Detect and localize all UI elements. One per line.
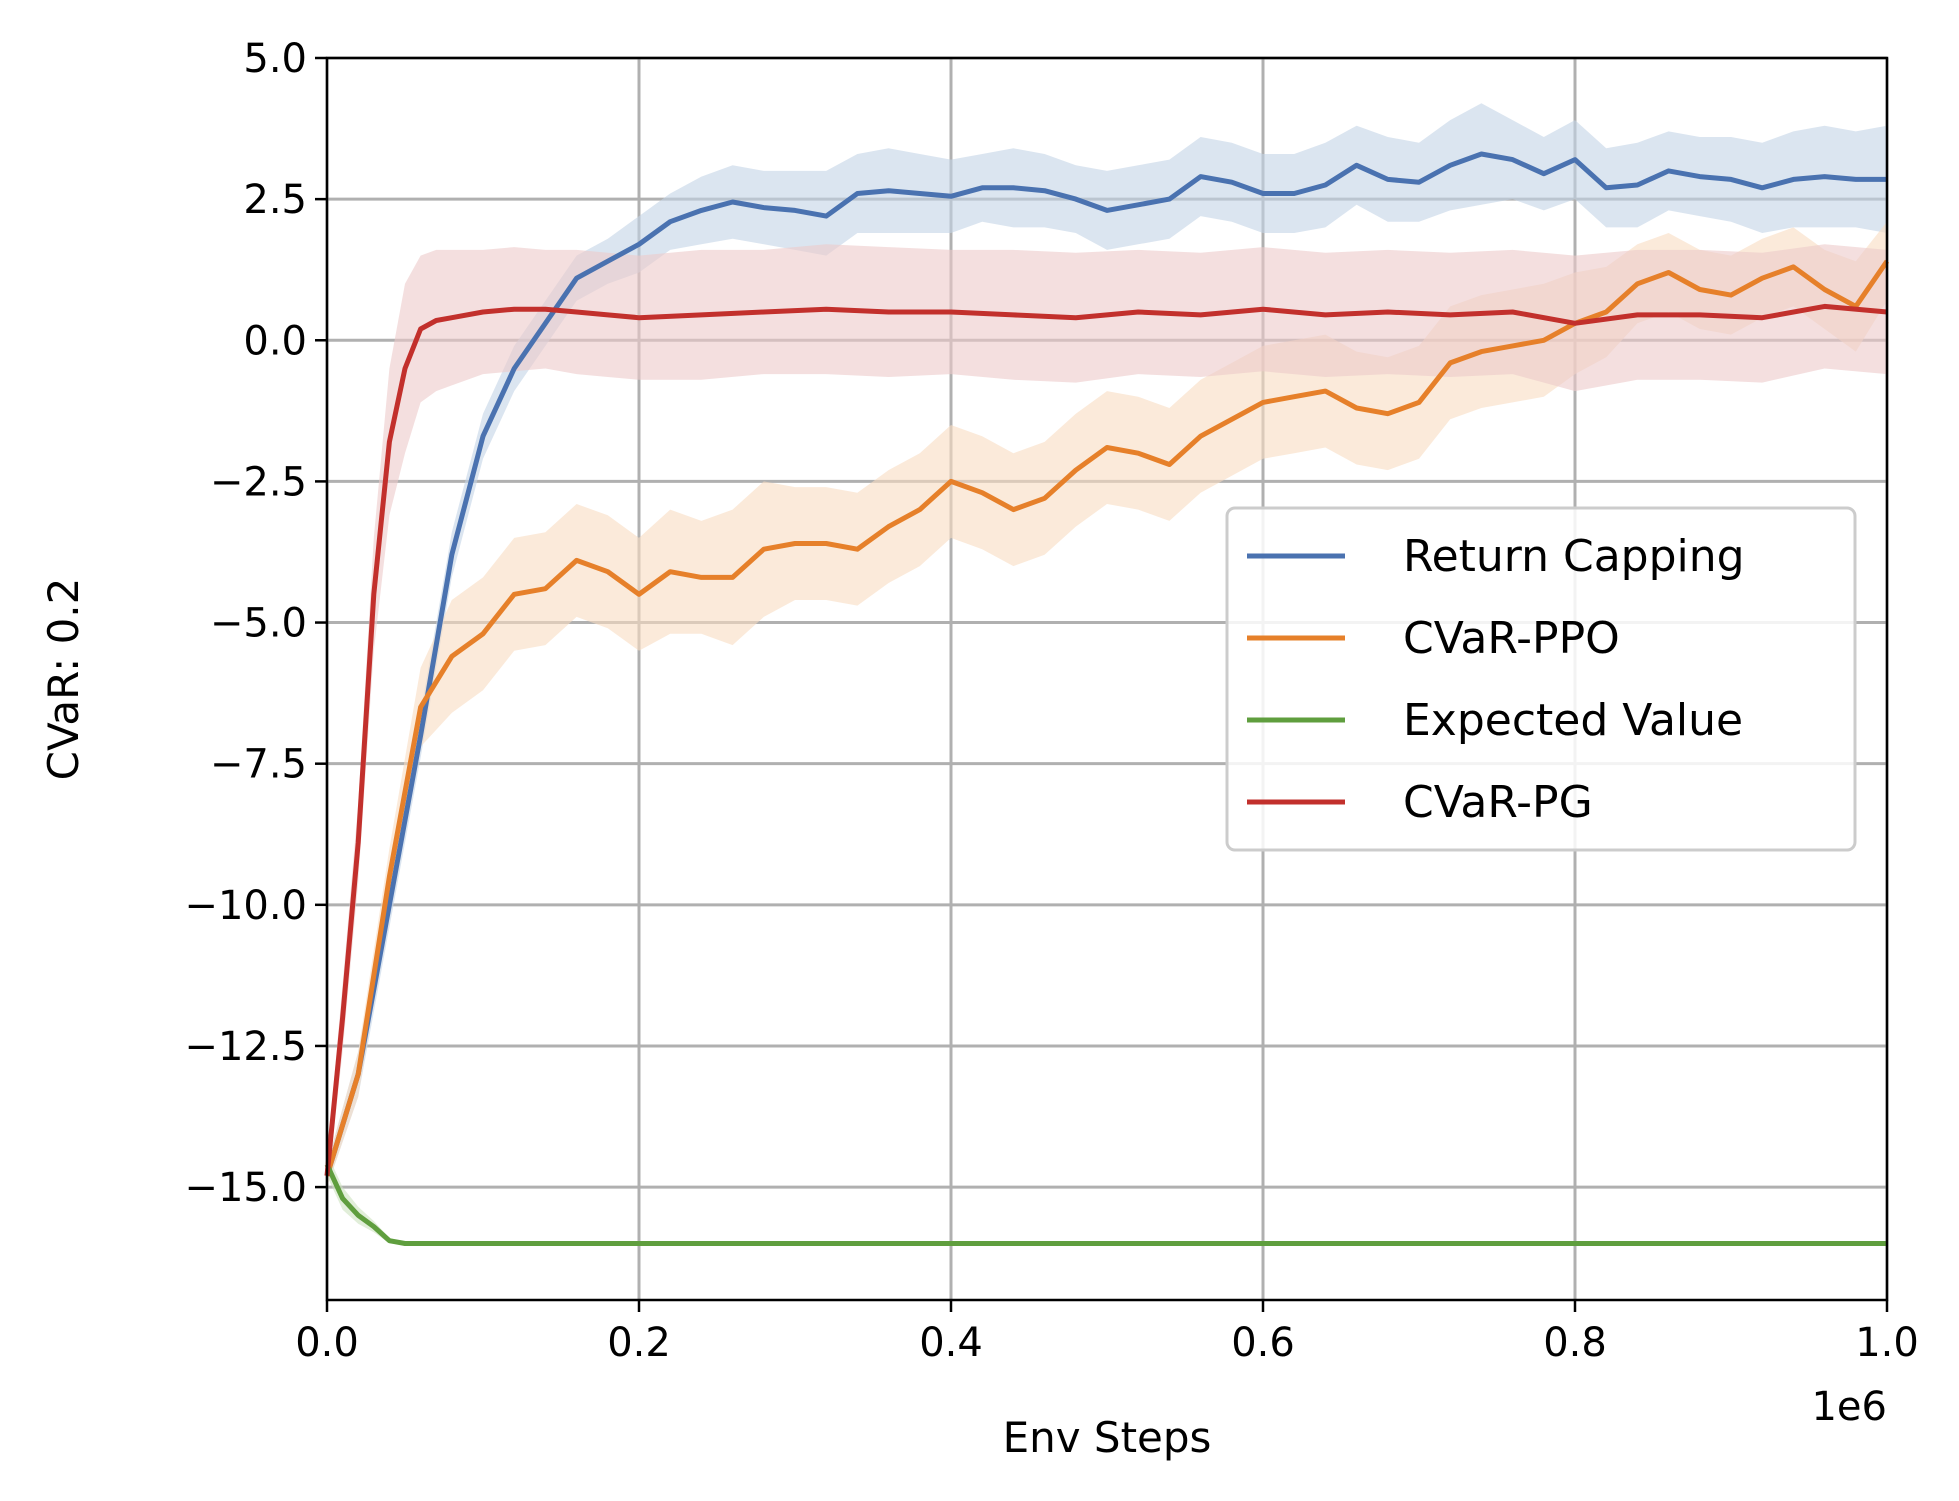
- x-tick-label-5: 1.0: [1855, 1320, 1919, 1366]
- x-axis-ticks: 0.0 0.2 0.4 0.6 0.8 1.0: [295, 1300, 1919, 1366]
- legend-label-expected-value: Expected Value: [1403, 695, 1743, 746]
- cvar-pg-band: [327, 244, 1887, 1193]
- cvar-pg-line: [324, 303, 1888, 1177]
- x-tick-label-4: 0.8: [1543, 1320, 1607, 1366]
- y-tick-label-5: −7.5: [210, 742, 307, 788]
- x-axis-label: Env Steps: [1003, 1413, 1212, 1462]
- x-tick-label-1: 0.2: [607, 1320, 671, 1366]
- cvar-ppo-line: [324, 259, 1890, 1177]
- y-tick-label-0: 5.0: [243, 36, 307, 82]
- y-tick-label-4: −5.0: [210, 601, 307, 647]
- y-tick-label-7: −12.5: [184, 1024, 307, 1070]
- expected-value-line: [324, 1163, 1887, 1246]
- series-lines: [324, 151, 1890, 1246]
- return-capping-band: [327, 103, 1887, 1188]
- legend-box: [1225, 506, 1857, 852]
- y-tick-label-6: −10.0: [184, 883, 307, 929]
- y-tick-label-3: −2.5: [210, 459, 307, 505]
- x-tick-label-0: 0.0: [295, 1320, 359, 1366]
- y-axis-ticks: 5.0 2.5 0.0 −2.5 −5.0 −7.5 −10.0 −12.5 −15.0: [184, 36, 327, 1211]
- return-capping-line: [324, 151, 1887, 1177]
- x-tick-label-2: 0.4: [919, 1320, 983, 1366]
- x-tick-label-3: 0.6: [1231, 1320, 1295, 1366]
- y-tick-label-2: 0.0: [243, 318, 307, 364]
- legend-label-cvar-ppo: CVaR-PPO: [1403, 613, 1620, 664]
- y-axis-label: CVaR: 0.2: [39, 578, 88, 781]
- legend: Return Capping CVaR-PPO Expected Value CVaR…: [1225, 506, 1857, 852]
- y-tick-label-8: −15.0: [184, 1165, 307, 1211]
- legend-label-return-capping: Return Capping: [1403, 531, 1745, 582]
- y-tick-label-1: 2.5: [243, 177, 307, 223]
- x-axis-offset-label: 1e6: [1811, 1384, 1887, 1430]
- legend-label-cvar-pg: CVaR-PG: [1403, 777, 1593, 828]
- plot-frame: [325, 56, 1889, 1302]
